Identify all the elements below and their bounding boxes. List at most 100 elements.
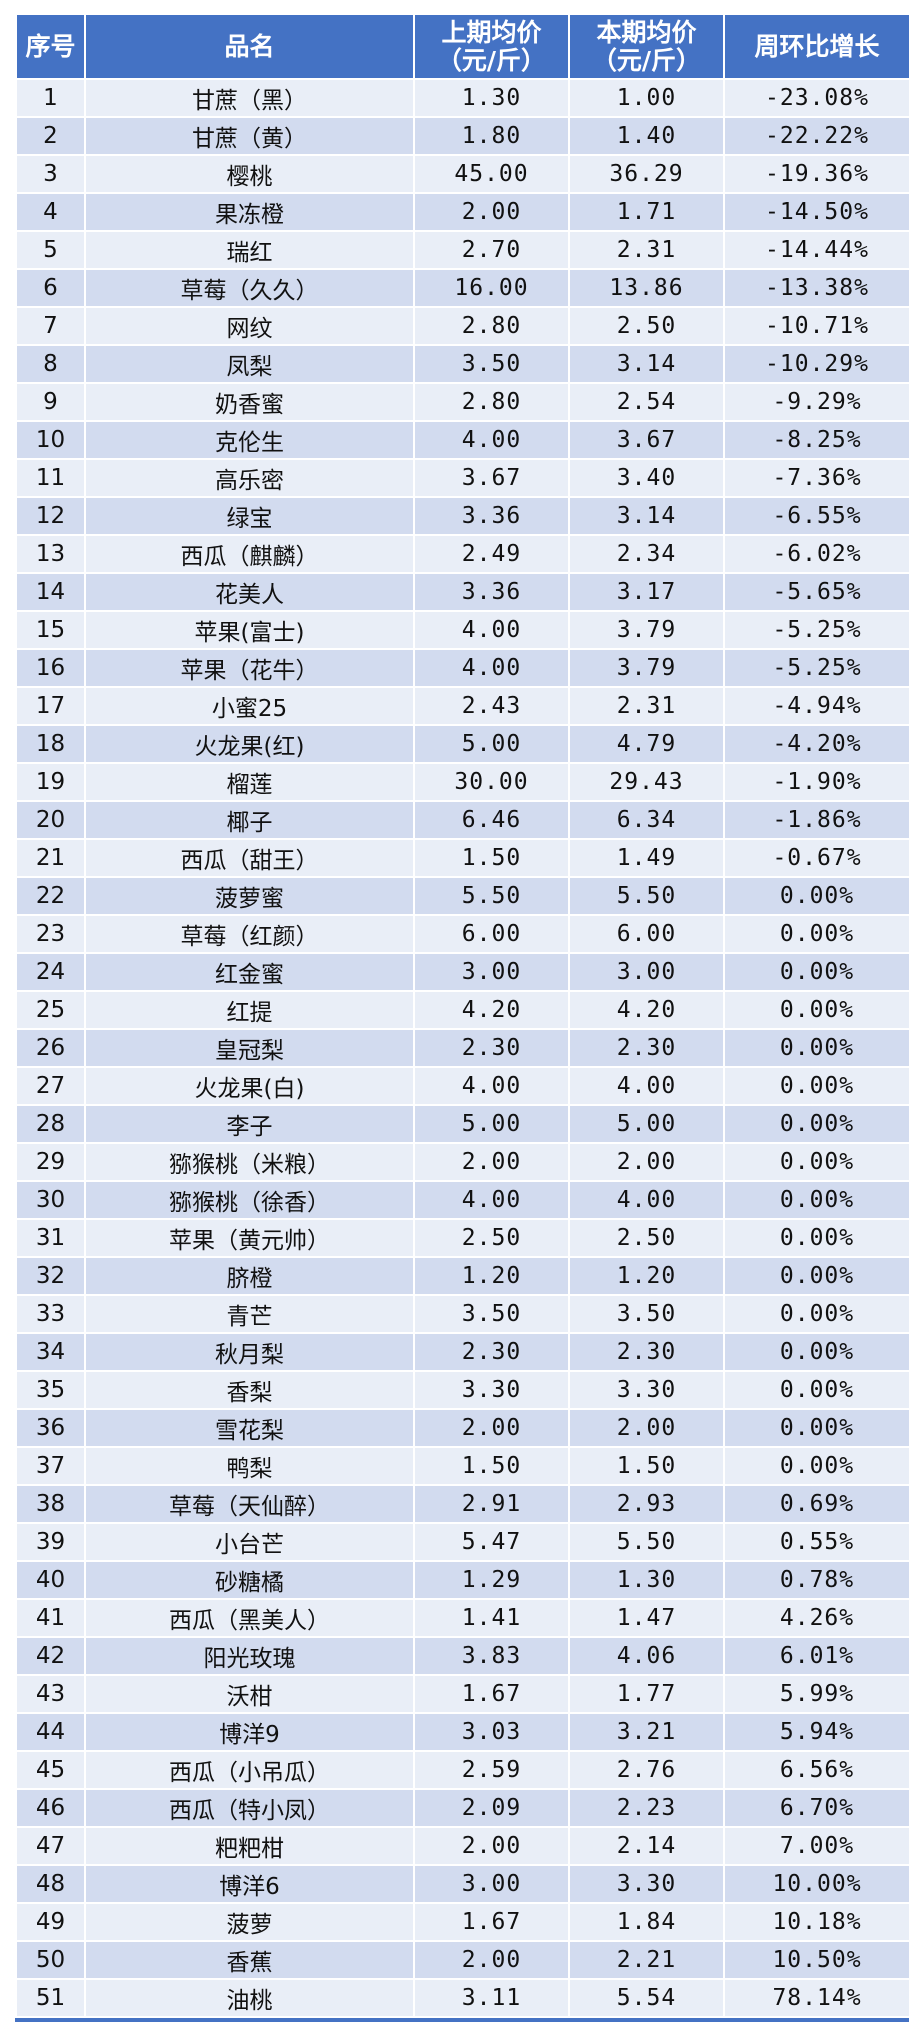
table-row: 50 香蕉 2.00 2.21 10.50% [15, 1940, 911, 1980]
table-row: 27 火龙果(白) 4.00 4.00 0.00% [15, 1066, 911, 1106]
cell-index: 47 [15, 1826, 86, 1866]
cell-prev-price: 2.30 [413, 1332, 570, 1372]
cell-prev-price: 1.50 [413, 838, 570, 878]
cell-index: 8 [15, 344, 86, 384]
cell-curr-price: 3.21 [568, 1712, 725, 1752]
table-row: 6 草莓（久久） 16.00 13.86 -13.38% [15, 268, 911, 308]
cell-index: 35 [15, 1370, 86, 1410]
cell-change: 10.00% [723, 1864, 911, 1904]
cell-change: -6.02% [723, 534, 911, 574]
cell-index: 44 [15, 1712, 86, 1752]
cell-name: 红金蜜 [84, 952, 415, 992]
table-row: 49 菠萝 1.67 1.84 10.18% [15, 1902, 911, 1942]
table-row: 9 奶香蜜 2.80 2.54 -9.29% [15, 382, 911, 422]
cell-prev-price: 1.67 [413, 1902, 570, 1942]
cell-name: 砂糖橘 [84, 1560, 415, 1600]
cell-name: 苹果（花牛） [84, 648, 415, 688]
cell-name: 瑞红 [84, 230, 415, 270]
table-row: 8 凤梨 3.50 3.14 -10.29% [15, 344, 911, 384]
table-row: 16 苹果（花牛） 4.00 3.79 -5.25% [15, 648, 911, 688]
cell-index: 13 [15, 534, 86, 574]
cell-curr-price: 3.40 [568, 458, 725, 498]
table-row: 2 甘蔗（黄） 1.80 1.40 -22.22% [15, 116, 911, 156]
table-row: 41 西瓜（黑美人） 1.41 1.47 4.26% [15, 1598, 911, 1638]
cell-curr-price: 5.00 [568, 1104, 725, 1144]
cell-index: 1 [15, 78, 86, 118]
cell-prev-price: 2.43 [413, 686, 570, 726]
table-row: 1 甘蔗（黑） 1.30 1.00 -23.08% [15, 78, 911, 118]
cell-prev-price: 2.30 [413, 1028, 570, 1068]
header-name: 品名 [84, 13, 415, 80]
cell-index: 41 [15, 1598, 86, 1638]
cell-curr-price: 1.49 [568, 838, 725, 878]
cell-prev-price: 2.49 [413, 534, 570, 574]
cell-curr-price: 3.30 [568, 1864, 725, 1904]
cell-change: 0.00% [723, 1104, 911, 1144]
cell-name: 甘蔗（黑） [84, 78, 415, 118]
header-row: 序号 品名 上期均价 （元/斤） 本期均价 （元/斤） 周环比增长 [15, 13, 911, 80]
table-row: 4 果冻橙 2.00 1.71 -14.50% [15, 192, 911, 232]
cell-change: 10.50% [723, 1940, 911, 1980]
cell-index: 3 [15, 154, 86, 194]
cell-change: 0.00% [723, 1218, 911, 1258]
cell-curr-price: 2.50 [568, 1218, 725, 1258]
cell-index: 43 [15, 1674, 86, 1714]
cell-index: 33 [15, 1294, 86, 1334]
cell-index: 23 [15, 914, 86, 954]
cell-index: 38 [15, 1484, 86, 1524]
cell-name: 阳光玫瑰 [84, 1636, 415, 1676]
cell-prev-price: 2.80 [413, 382, 570, 422]
cell-change: 5.94% [723, 1712, 911, 1752]
table-row: 38 草莓（天仙醉） 2.91 2.93 0.69% [15, 1484, 911, 1524]
table-row: 19 榴莲 30.00 29.43 -1.90% [15, 762, 911, 802]
cell-name: 草莓（天仙醉） [84, 1484, 415, 1524]
cell-name: 草莓（红颜） [84, 914, 415, 954]
table-row: 39 小台芒 5.47 5.50 0.55% [15, 1522, 911, 1562]
cell-index: 48 [15, 1864, 86, 1904]
cell-change: -9.29% [723, 382, 911, 422]
cell-name: 奶香蜜 [84, 382, 415, 422]
cell-curr-price: 2.30 [568, 1332, 725, 1372]
table-row: 28 李子 5.00 5.00 0.00% [15, 1104, 911, 1144]
cell-change: -10.71% [723, 306, 911, 346]
cell-index: 16 [15, 648, 86, 688]
cell-name: 凤梨 [84, 344, 415, 384]
cell-name: 油桃 [84, 1978, 415, 2018]
cell-name: 李子 [84, 1104, 415, 1144]
cell-prev-price: 3.11 [413, 1978, 570, 2018]
cell-name: 樱桃 [84, 154, 415, 194]
cell-change: 6.56% [723, 1750, 911, 1790]
cell-index: 32 [15, 1256, 86, 1296]
table-row: 40 砂糖橘 1.29 1.30 0.78% [15, 1560, 911, 1600]
cell-index: 51 [15, 1978, 86, 2018]
cell-index: 28 [15, 1104, 86, 1144]
cell-change: -1.90% [723, 762, 911, 802]
table-row: 46 西瓜（特小凤） 2.09 2.23 6.70% [15, 1788, 911, 1828]
table-row: 18 火龙果(红) 5.00 4.79 -4.20% [15, 724, 911, 764]
cell-index: 40 [15, 1560, 86, 1600]
cell-change: -5.25% [723, 648, 911, 688]
cell-change: -1.86% [723, 800, 911, 840]
cell-curr-price: 3.50 [568, 1294, 725, 1334]
cell-prev-price: 2.00 [413, 1826, 570, 1866]
table-row: 51 油桃 3.11 5.54 78.14% [15, 1978, 911, 2018]
table-row: 31 苹果（黄元帅） 2.50 2.50 0.00% [15, 1218, 911, 1258]
cell-curr-price: 1.77 [568, 1674, 725, 1714]
cell-name: 草莓（久久） [84, 268, 415, 308]
cell-name: 椰子 [84, 800, 415, 840]
cell-prev-price: 3.67 [413, 458, 570, 498]
cell-prev-price: 16.00 [413, 268, 570, 308]
cell-curr-price: 2.00 [568, 1408, 725, 1448]
cell-name: 菠萝蜜 [84, 876, 415, 916]
cell-prev-price: 4.20 [413, 990, 570, 1030]
cell-name: 小蜜25 [84, 686, 415, 726]
cell-curr-price: 2.31 [568, 686, 725, 726]
table-row: 30 猕猴桃（徐香） 4.00 4.00 0.00% [15, 1180, 911, 1220]
cell-change: 0.55% [723, 1522, 911, 1562]
cell-name: 小台芒 [84, 1522, 415, 1562]
table-body: 1 甘蔗（黑） 1.30 1.00 -23.08% 2 甘蔗（黄） 1.80 1.40 -22.2… [15, 78, 911, 2018]
cell-name: 花美人 [84, 572, 415, 612]
table-row: 15 苹果(富士) 4.00 3.79 -5.25% [15, 610, 911, 650]
cell-change: -4.20% [723, 724, 911, 764]
price-table-container: 序号 品名 上期均价 （元/斤） 本期均价 （元/斤） 周环比增长 1 甘蔗（黑） 1.… [15, 13, 911, 2022]
